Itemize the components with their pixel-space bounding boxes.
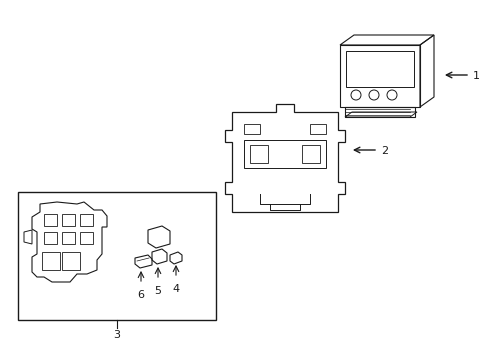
Bar <box>302 145 319 163</box>
Text: 2: 2 <box>380 146 387 156</box>
Bar <box>44 232 57 244</box>
Bar <box>62 252 80 270</box>
Bar <box>62 214 75 226</box>
Bar <box>249 145 267 163</box>
Bar <box>309 124 325 134</box>
Bar <box>18 192 216 320</box>
Text: 4: 4 <box>172 284 179 294</box>
Bar <box>80 232 93 244</box>
Bar <box>44 214 57 226</box>
Bar <box>346 51 413 87</box>
Text: 1: 1 <box>472 71 479 81</box>
Bar <box>62 232 75 244</box>
Bar <box>244 140 325 168</box>
Bar <box>345 107 414 117</box>
Text: 3: 3 <box>113 330 120 340</box>
Bar <box>80 214 93 226</box>
Bar <box>339 45 419 107</box>
Text: 6: 6 <box>137 290 144 300</box>
Bar <box>42 252 60 270</box>
Bar <box>244 124 260 134</box>
Text: 5: 5 <box>154 286 161 296</box>
